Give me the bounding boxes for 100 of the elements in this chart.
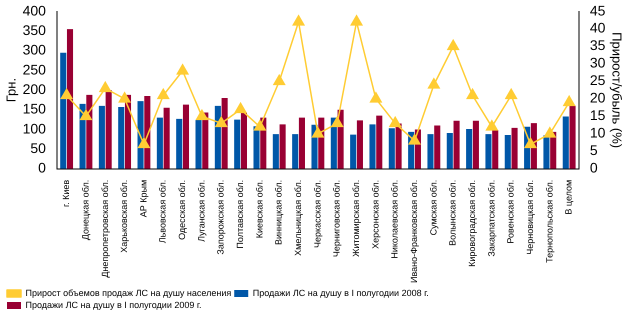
bar [280,124,286,169]
bar [176,118,182,169]
point [254,120,266,131]
bar [240,112,248,169]
bar [350,134,356,169]
x-tick-label: Черниговская обл. [332,180,342,258]
x-tick-label: Тернопольская обл. [544,180,554,263]
bar [472,120,479,169]
x-tick-label: Харьковская обл. [119,180,130,253]
bar [562,116,569,169]
bar [106,90,112,169]
point [99,82,112,92]
point [563,96,576,106]
x-tick-label: Закарпатская обл. [486,180,496,257]
y-tick-label: 250 [22,61,46,78]
x-tick-label: Запорожская обл. [216,180,226,255]
bar [272,134,279,169]
bar [253,126,260,169]
bar [234,120,240,169]
y2-tick-label: 15 [590,107,606,124]
point [370,92,382,103]
y-tick-label: 0 [38,160,46,176]
x-tick-label: Днепропетровская обл. [100,180,110,278]
y2-axis-title: Прирост/убыль (%) [610,32,625,148]
point [389,116,402,128]
x-tick-label: Львовская обл. [158,180,168,244]
bar [396,124,402,169]
point [118,92,131,103]
bar [60,52,66,169]
point [176,64,189,75]
y-tick-label: 400 [22,2,46,18]
bar [182,104,190,169]
y2-tick-label: 30 [590,54,606,71]
x-tick-label: Ивано-Франковская обл. [409,180,420,284]
point [428,78,440,89]
bar [164,108,170,169]
point [505,88,518,100]
y2-tick-label: 20 [590,90,606,106]
point [215,116,228,128]
bar [570,105,576,169]
bar [543,135,550,169]
x-tick-label: В целом [564,180,574,215]
x-tick-label: Волынская обл. [448,180,458,246]
point [80,110,92,120]
bar [195,120,202,169]
x-tick-label: Луганская обл. [196,180,206,242]
bar [356,120,363,169]
point [234,102,247,114]
x-tick-label: Донецкая обл. [80,180,90,240]
y-tick-label: 350 [22,22,46,38]
bar [504,134,511,169]
y2-tick-label: 10 [590,124,606,141]
bar [492,130,498,169]
point [60,88,73,100]
point [447,40,460,50]
x-tick-label: Киевская обл. [254,180,264,238]
bar [512,128,518,169]
y2-tick-label: 35 [590,37,606,54]
x-tick-label: г. Киев [61,180,72,208]
y2-tick-label: 40 [590,20,606,36]
y-axis-title: Грн. [3,78,18,102]
x-tick-label: Одесская обл. [177,180,188,240]
point [544,127,556,138]
bar [98,106,105,169]
point [524,138,536,148]
bar [292,134,298,169]
point [408,134,420,145]
y2-tick-label: 5 [590,142,598,158]
bar [485,134,492,169]
point [486,120,498,131]
bar [369,124,376,169]
x-tick-label: Ровенская обл. [506,180,516,244]
y-tick-label: 150 [22,100,46,117]
y-tick-label: 300 [22,42,46,58]
bar [466,129,472,169]
bar [298,118,305,169]
bar [118,107,124,169]
point [157,88,170,100]
bar [454,120,460,169]
point [350,15,362,26]
x-tick-label: Сумская обл. [428,180,438,236]
x-tick-label: Кировоградская обл. [467,180,478,267]
y-tick-label: 50 [30,140,46,156]
x-tick-label: Херсонская обл. [370,180,380,249]
bar [156,118,163,169]
point [466,88,478,100]
y2-tick-label: 45 [590,2,606,18]
y-tick-label: 100 [22,120,46,136]
x-tick-label: АР Крым [138,180,148,218]
y2-tick-label: 25 [590,72,606,88]
legend-label: Прирост объемов продаж ЛС на душу населения [26,288,232,298]
y-tick-label: 200 [22,80,46,97]
bar [376,116,382,169]
legend-label: Продажи ЛС на душу в I полугодии 2008 г. [252,288,429,298]
bar [427,134,434,169]
x-tick-label: Винницкая обл. [274,180,284,245]
x-tick-label: Черкасская обл. [312,180,322,248]
point [331,116,344,128]
point [312,127,324,138]
point [138,138,150,148]
